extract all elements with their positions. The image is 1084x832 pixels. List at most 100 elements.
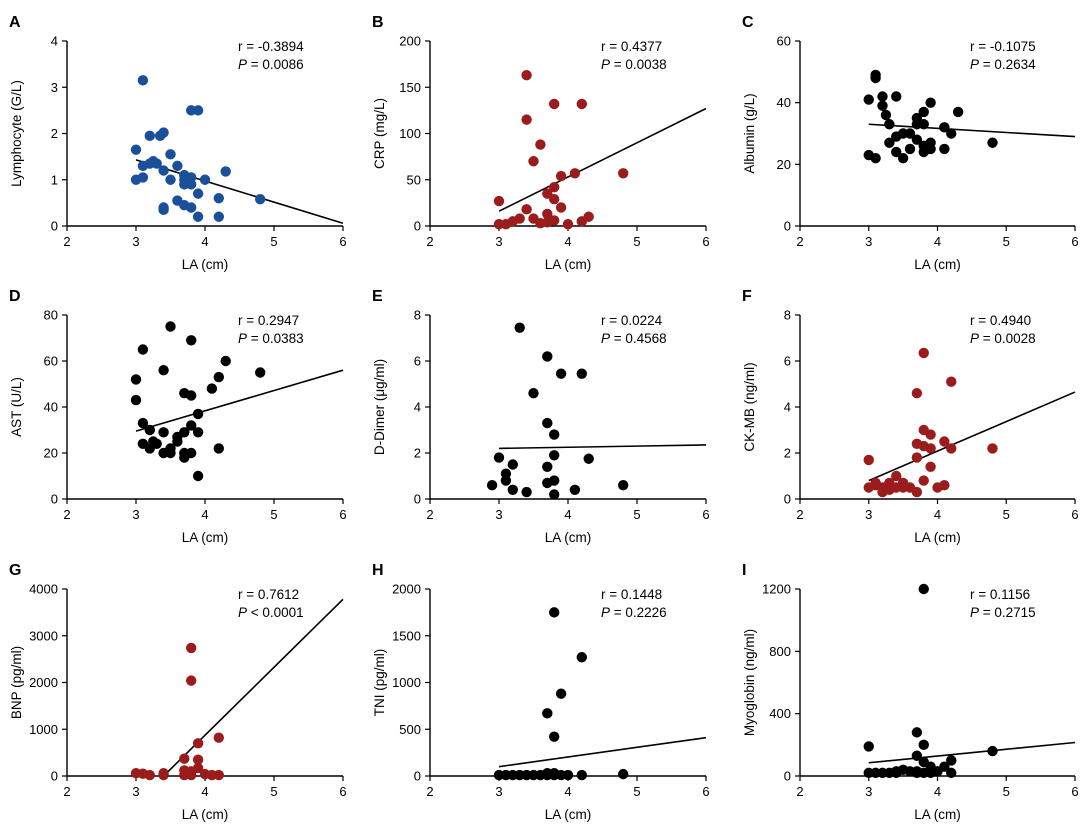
data-point [863, 94, 874, 105]
panel-letter: C [742, 14, 754, 31]
data-point [158, 165, 169, 176]
data-point [870, 69, 881, 81]
y-tick-label: 40 [777, 95, 791, 110]
data-point [500, 468, 512, 479]
data-point [618, 768, 629, 780]
data-point [576, 368, 587, 379]
data-point [583, 453, 594, 464]
data-point [549, 193, 560, 205]
data-point [220, 166, 231, 177]
y-axis-label: CK-MB (ng/ml) [742, 362, 757, 451]
data-point [952, 106, 964, 118]
data-point [192, 105, 204, 116]
y-axis-label: Lymphocyte (G/L) [9, 80, 24, 187]
stat-p-label: P [238, 605, 247, 620]
data-point [549, 731, 560, 742]
x-tick-label: 4 [201, 507, 208, 522]
data-point [255, 193, 266, 205]
data-point [939, 480, 950, 491]
data-point [542, 188, 553, 199]
x-tick-label: 4 [934, 784, 941, 799]
data-point [186, 202, 197, 213]
x-tick-label: 3 [865, 784, 872, 799]
data-point [918, 739, 929, 751]
data-point [555, 170, 567, 182]
data-point [130, 374, 142, 385]
data-point [863, 741, 874, 752]
data-point [576, 98, 587, 110]
data-point [213, 211, 224, 222]
stat-p: P = 0.4568 [601, 331, 667, 346]
data-point [192, 738, 204, 749]
y-tick-label: 80 [44, 308, 58, 323]
data-point [165, 149, 176, 160]
y-tick-label: 20 [44, 446, 58, 461]
x-tick-label: 4 [564, 784, 571, 799]
data-point [925, 143, 936, 155]
data-point [911, 750, 923, 761]
x-tick-label: 2 [63, 234, 70, 249]
data-point [165, 321, 176, 332]
y-tick-label: 200 [399, 34, 421, 49]
stat-p-label: P [970, 605, 979, 620]
panel-d: D 0 20 40 60 80 2 3 4 5 6 LA (cm) AST (U/L) r = 0.294… [9, 288, 347, 545]
x-axis-label: LA (cm) [182, 257, 229, 272]
x-tick-label: 6 [339, 234, 346, 249]
stat-p-value: = 0.2634 [979, 57, 1036, 72]
regression-line [868, 391, 1076, 482]
data-point [213, 443, 224, 454]
data-point [192, 754, 204, 765]
x-axis-label: LA (cm) [914, 807, 961, 822]
panel-letter: E [372, 288, 383, 305]
data-point [911, 134, 923, 145]
y-tick-label: 0 [784, 769, 791, 784]
x-tick-label: 3 [132, 784, 139, 799]
x-tick-label: 5 [633, 507, 640, 522]
x-tick-label: 3 [495, 507, 502, 522]
stat-p: P = 0.2634 [970, 57, 1036, 72]
x-tick-label: 6 [339, 507, 346, 522]
data-point [946, 128, 957, 139]
data-point [514, 213, 525, 224]
data-point [137, 344, 149, 355]
data-point [918, 119, 929, 130]
x-tick-label: 5 [1003, 234, 1010, 249]
y-axis-label: BNP (pg/ml) [9, 646, 24, 719]
stat-p-value: < 0.0001 [247, 605, 304, 620]
regression-line [135, 159, 344, 224]
x-tick-label: 4 [201, 784, 208, 799]
data-point [220, 355, 231, 367]
data-point [186, 420, 197, 431]
stat-p-label: P [970, 57, 979, 72]
x-tick-label: 6 [1071, 234, 1078, 249]
data-point [514, 322, 525, 333]
data-point [583, 211, 594, 222]
panel-g: G 0 1000 2000 3000 4000 2 3 4 5 6 LA (cm) BNP (pg/ml… [9, 562, 347, 822]
data-point [213, 193, 224, 204]
data-point [987, 443, 998, 454]
x-tick-label: 2 [63, 784, 70, 799]
stat-r: r = -0.1075 [970, 39, 1036, 54]
panel-letter: B [372, 14, 384, 31]
data-point [880, 109, 892, 121]
y-tick-label: 0 [784, 492, 791, 507]
data-point [213, 732, 224, 743]
data-point [521, 70, 532, 81]
x-tick-label: 3 [495, 234, 502, 249]
y-tick-label: 0 [414, 219, 421, 234]
data-point [186, 335, 197, 346]
data-point [493, 452, 505, 463]
data-point [904, 143, 916, 155]
data-point [576, 652, 587, 663]
x-tick-label: 3 [865, 234, 872, 249]
stat-r: r = 0.4377 [601, 39, 662, 54]
x-tick-label: 5 [270, 784, 277, 799]
stat-p-value: = 0.4568 [610, 331, 667, 346]
y-axis-label: Myoglobin (ng/ml) [742, 629, 757, 736]
y-tick-label: 1500 [392, 628, 421, 643]
y-tick-label: 0 [51, 219, 58, 234]
x-axis-label: LA (cm) [182, 807, 229, 822]
data-point [939, 761, 950, 772]
data-point [562, 769, 574, 781]
data-point [618, 168, 629, 179]
